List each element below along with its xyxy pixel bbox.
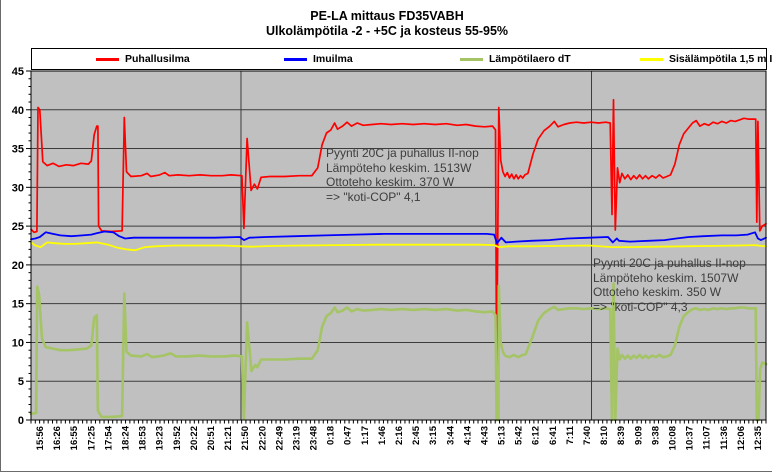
legend-item-puhallusilma: Puhallusilma [96, 49, 190, 69]
x-tick-label: 20:51 [206, 425, 217, 450]
y-tick-label: 35 [12, 144, 24, 156]
y-tick-label: 20 [12, 260, 24, 272]
y-tick-label: 45 [12, 66, 24, 78]
x-tick-label: 21:21 [223, 425, 234, 450]
x-tick-label: 22:49 [274, 426, 285, 450]
series-sis-l-mp-tila-1-5-m-ilpin-alla [30, 241, 767, 252]
y-tick-label: 5 [18, 376, 24, 388]
x-tick-label: 0:47 [343, 426, 354, 445]
x-tick-label: 17:25 [86, 425, 97, 450]
x-tick-label: 3:44 [445, 425, 456, 445]
x-tick-label: 1:17 [360, 426, 371, 445]
x-tick-label: 6:41 [548, 425, 559, 445]
x-tick-label: 10:08 [667, 426, 678, 450]
x-tick-label: 2:16 [394, 426, 405, 445]
legend-item-imuilma: Imuilma [284, 49, 353, 69]
x-tick-label: 8:39 [616, 426, 627, 445]
x-tick-label: 16:55 [69, 425, 80, 450]
x-tick-label: 7:40 [582, 426, 593, 445]
x-tick-label: 21:50 [240, 426, 251, 450]
x-tick-label: 11:36 [719, 426, 730, 450]
legend-line-marker-icon [96, 57, 119, 61]
x-tick-label: 22:20 [257, 426, 268, 450]
legend-label: Sisälämpötila 1,5 m ILPin alla [669, 53, 772, 65]
legend-line-marker-icon [460, 57, 483, 61]
x-tick-label: 16:26 [52, 426, 63, 450]
x-tick-label: 23:48 [309, 426, 320, 450]
legend-line-marker-icon [640, 57, 663, 61]
x-tick-label: 12:06 [736, 426, 747, 450]
x-tick-label: 9:38 [650, 426, 661, 445]
x-tick-label: 3:15 [428, 425, 439, 445]
y-tick-label: 0 [18, 415, 24, 427]
series-imuilma [30, 230, 767, 245]
x-tick-label: 11:07 [702, 426, 713, 450]
x-axis-ticks [30, 420, 767, 424]
x-tick-label: 9:09 [633, 426, 644, 445]
legend-box: Puhallusilma Imuilma Lämpötilaero dT Sis… [31, 48, 772, 70]
plot-border [30, 70, 767, 421]
x-tick-label: 8:10 [599, 426, 610, 445]
y-tick-label: 25 [12, 221, 24, 233]
x-tick-label: 7:11 [565, 425, 576, 444]
x-tick-label: 5:13 [497, 426, 508, 445]
x-tick-label: 5:42 [514, 426, 525, 445]
x-tick-label: 10:37 [685, 426, 696, 450]
legend-item-lampotilaero: Lämpötilaero dT [460, 49, 571, 69]
y-tick-label: 40 [12, 105, 24, 117]
x-tick-label: 15:56 [35, 426, 46, 450]
x-tick-label: 19:52 [172, 426, 183, 450]
x-tick-label: 18:53 [138, 426, 149, 450]
x-tick-label: 17:54 [103, 425, 114, 450]
x-tick-label: 0:18 [326, 426, 337, 445]
y-axis: 0 5 10 15 20 25 30 35 40 45 [12, 66, 31, 427]
y-tick-label: 10 [12, 337, 24, 349]
x-tick-label: 20:22 [189, 426, 200, 450]
chart-title-line1: PE-LA mittaus FD35VABH [310, 9, 464, 23]
legend-label: Lämpötilaero dT [489, 53, 571, 65]
x-tick-label: 4:43 [479, 426, 490, 445]
x-tick-label: 19:23 [155, 426, 166, 450]
legend-label: Imuilma [313, 53, 353, 65]
y-tick-label: 30 [12, 182, 24, 194]
x-tick-label: 1:46 [377, 426, 388, 445]
legend-line-marker-icon [284, 57, 307, 61]
chart-title: PE-LA mittaus FD35VABH Ulkolämpötila -2 … [1, 9, 772, 39]
x-axis-labels: 15:56 16:26 16:55 17:25 17:54 18:24 18:53 19:23… [35, 425, 764, 450]
x-tick-label: 23:19 [291, 426, 302, 450]
legend-label: Puhallusilma [125, 53, 190, 65]
x-tick-label: 4:14 [462, 425, 473, 445]
x-tick-label: 18:24 [121, 425, 132, 450]
x-tick-label: 2:45 [411, 425, 422, 445]
x-tick-label: 6:12 [531, 426, 542, 445]
chart-title-line2: Ulkolämpötila -2 - +5C ja kosteus 55-95% [265, 24, 509, 38]
series-puhallusilma [30, 98, 767, 384]
x-tick-label: 12:35 [753, 425, 764, 450]
y-tick-label: 15 [12, 299, 24, 311]
legend-item-sisalampotila: Sisälämpötila 1,5 m ILPin alla [640, 49, 772, 69]
